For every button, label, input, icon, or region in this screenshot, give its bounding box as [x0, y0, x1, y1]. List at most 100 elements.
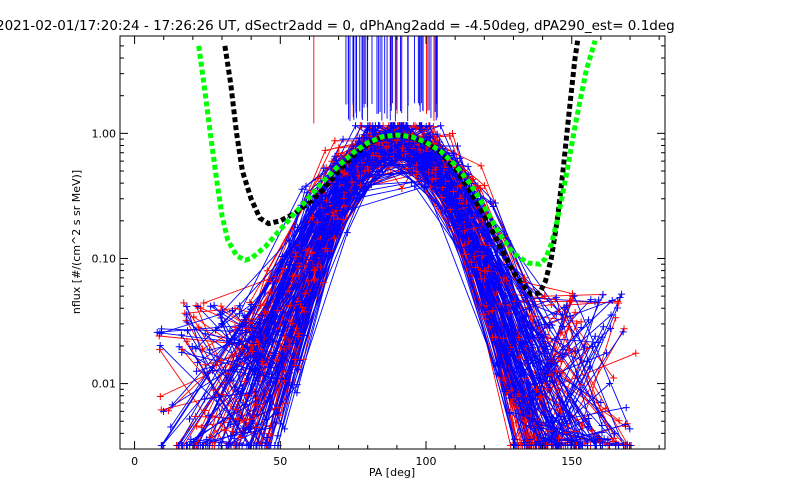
plus-marker	[282, 376, 290, 384]
plus-marker	[505, 394, 513, 402]
plus-marker	[488, 242, 496, 250]
plus-marker	[231, 383, 239, 391]
plus-marker	[426, 130, 434, 138]
plus-marker	[479, 310, 487, 318]
plus-marker	[610, 374, 618, 382]
plus-marker	[281, 368, 289, 376]
plus-marker	[575, 441, 583, 449]
plus-marker	[313, 228, 321, 236]
plus-marker	[272, 356, 280, 364]
plus-marker	[512, 419, 520, 427]
plus-marker	[462, 244, 470, 252]
plus-marker	[244, 335, 252, 343]
plus-marker	[261, 340, 269, 348]
plus-marker	[415, 162, 423, 170]
plus-marker	[298, 245, 306, 253]
plus-marker	[242, 328, 250, 336]
plus-marker	[305, 232, 313, 240]
plus-marker	[272, 298, 280, 306]
plus-marker	[288, 243, 296, 251]
plus-marker	[281, 425, 289, 433]
plus-marker	[365, 172, 373, 180]
plus-marker	[522, 333, 530, 341]
plus-marker	[402, 164, 410, 172]
plus-marker	[308, 249, 316, 257]
plus-marker	[319, 193, 327, 201]
plus-marker	[559, 346, 567, 354]
plus-marker	[310, 276, 318, 284]
plus-marker	[583, 357, 591, 365]
plus-marker	[278, 363, 286, 371]
plus-marker	[435, 202, 443, 210]
plus-marker	[544, 334, 552, 342]
plus-marker	[245, 423, 253, 431]
plus-marker	[418, 143, 426, 151]
plus-marker	[212, 361, 220, 369]
plus-marker	[456, 226, 464, 234]
plus-marker	[236, 329, 244, 337]
y-tick-label: 0.01	[92, 378, 117, 391]
plus-marker	[577, 323, 585, 331]
plus-marker	[402, 122, 410, 130]
plus-marker	[381, 149, 389, 157]
plus-marker	[266, 379, 274, 387]
plus-marker	[462, 236, 470, 244]
plus-marker	[424, 160, 432, 168]
plus-marker	[159, 407, 167, 415]
plus-marker	[521, 375, 529, 383]
plus-marker	[181, 309, 189, 317]
plus-marker	[226, 327, 234, 335]
plus-marker	[320, 279, 328, 287]
plus-marker	[322, 192, 330, 200]
plus-marker	[548, 435, 556, 443]
plus-marker	[282, 399, 290, 407]
plus-marker	[401, 150, 409, 158]
plus-marker	[242, 401, 250, 409]
plus-marker	[560, 314, 568, 322]
plus-marker	[221, 366, 229, 374]
plus-marker	[156, 341, 164, 349]
plus-marker	[348, 178, 356, 186]
plus-marker	[476, 250, 484, 258]
plus-marker	[371, 146, 379, 154]
plus-marker	[437, 159, 445, 167]
plus-marker	[357, 158, 365, 166]
plus-marker	[302, 246, 310, 254]
plus-marker	[525, 305, 533, 313]
plus-marker	[265, 430, 273, 438]
plus-marker	[274, 409, 282, 417]
fit-curve-green	[196, 39, 598, 267]
plus-marker	[446, 206, 454, 214]
plus-marker	[499, 334, 507, 342]
plus-marker	[417, 126, 425, 134]
plus-marker	[290, 284, 298, 292]
plus-marker	[339, 216, 347, 224]
plus-marker	[503, 353, 511, 361]
plus-marker	[437, 122, 445, 130]
plus-marker	[406, 146, 414, 154]
plus-marker	[492, 286, 500, 294]
plus-marker	[465, 202, 473, 210]
plus-marker	[270, 313, 278, 321]
plus-marker	[299, 257, 307, 265]
plus-marker	[280, 345, 288, 353]
plus-marker	[594, 433, 602, 441]
plus-marker	[488, 333, 496, 341]
plus-marker	[585, 414, 593, 422]
plus-marker	[291, 345, 299, 353]
plus-marker	[259, 360, 267, 368]
plus-marker	[424, 180, 432, 188]
plus-marker	[277, 420, 285, 428]
x-tick-label: 100	[416, 455, 437, 468]
plus-marker	[537, 366, 545, 374]
plus-marker	[458, 213, 466, 221]
plus-marker	[236, 322, 244, 330]
plus-marker	[626, 425, 634, 433]
plus-marker	[348, 188, 356, 196]
plus-marker	[408, 169, 416, 177]
plus-marker	[296, 319, 304, 327]
plus-marker	[515, 334, 523, 342]
plus-marker	[238, 360, 246, 368]
plus-marker	[354, 191, 362, 199]
plus-marker	[556, 413, 564, 421]
